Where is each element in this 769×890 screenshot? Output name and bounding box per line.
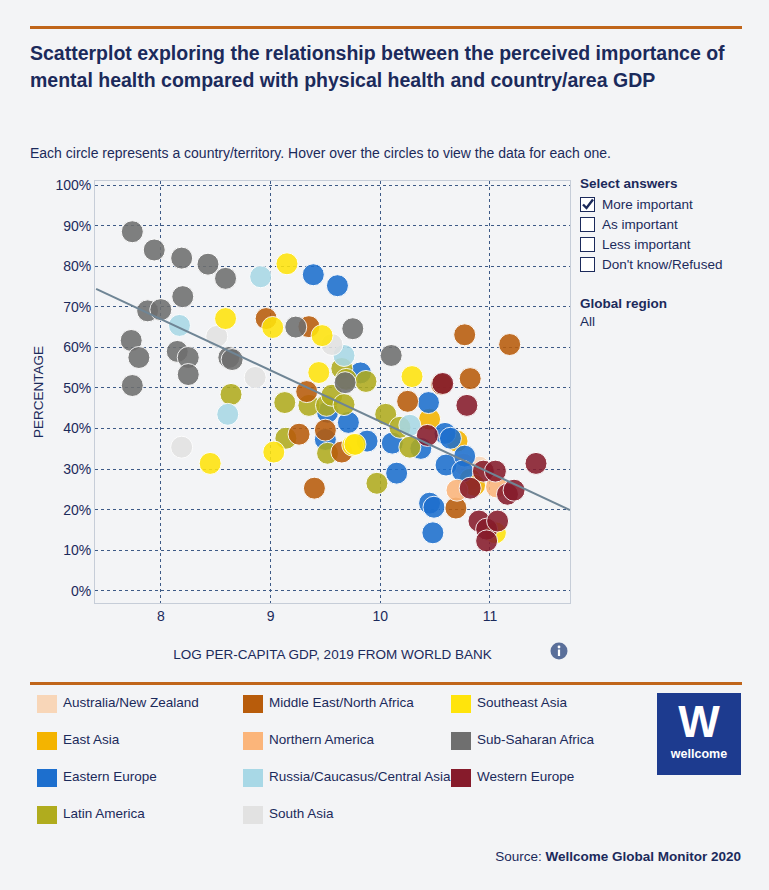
html-text:Each circle represents a count: Each circle represents a country/territo…: [30, 145, 611, 161]
html-text:Don't know/Refused: Don't know/Refused: [602, 256, 723, 272]
html-text:As important: As important: [602, 216, 678, 232]
html-text:W: W: [678, 697, 720, 746]
svg-text:9: 9: [267, 608, 275, 624]
html-text:South Asia: South Asia: [269, 806, 334, 821]
html-text:Global region: Global region: [580, 296, 667, 311]
html-text:Sub-Saharan Africa: Sub-Saharan Africa: [477, 732, 595, 747]
svg-text:70%: 70%: [63, 299, 91, 315]
html-text:Western Europe: Western Europe: [477, 769, 575, 784]
svg-text:8: 8: [157, 608, 165, 624]
svg-text:20%: 20%: [63, 502, 91, 518]
html-text:Middle East/North Africa: Middle East/North Africa: [269, 695, 414, 710]
svg-text:60%: 60%: [63, 339, 91, 355]
svg-text:11: 11: [483, 608, 498, 624]
svg-text:90%: 90%: [63, 218, 91, 234]
html-text:wellcome: wellcome: [670, 747, 728, 761]
svg-text:10: 10: [372, 608, 388, 624]
html-text:More important: More important: [602, 196, 693, 212]
html-text:Less important: Less important: [602, 236, 691, 252]
html-text:Southeast Asia: Southeast Asia: [477, 695, 568, 710]
html-text:Select answers: Select answers: [580, 176, 678, 191]
svg-text:100%: 100%: [55, 177, 91, 193]
html-text:Source: Wellcome Global Monito: Source: Wellcome Global Monitor 2020: [495, 849, 741, 864]
svg-text:10%: 10%: [63, 542, 91, 558]
html-text:Eastern Europe: Eastern Europe: [63, 769, 157, 784]
html-text:Northern America: Northern America: [269, 732, 374, 747]
html-text:Australia/New Zealand: Australia/New Zealand: [63, 695, 199, 710]
svg-text:LOG PER-CAPITA GDP, 2019 FROM: LOG PER-CAPITA GDP, 2019 FROM WORLD BANK: [173, 647, 491, 662]
html-text:Russia/Caucasus/Central Asia: Russia/Caucasus/Central Asia: [269, 769, 451, 784]
html-text:Scatterplot exploring the rela: Scatterplot exploring the relationship b…: [30, 42, 725, 91]
svg-text:30%: 30%: [63, 461, 91, 477]
html-text:East Asia: East Asia: [63, 732, 120, 747]
svg-text:0%: 0%: [71, 583, 91, 599]
html-text:All: All: [580, 314, 595, 329]
svg-text:40%: 40%: [63, 420, 91, 436]
html-text:Latin America: Latin America: [63, 806, 145, 821]
svg-text:80%: 80%: [63, 258, 91, 274]
svg-text:50%: 50%: [63, 380, 91, 396]
svg-text:PERCENTAGE: PERCENTAGE: [31, 346, 46, 438]
